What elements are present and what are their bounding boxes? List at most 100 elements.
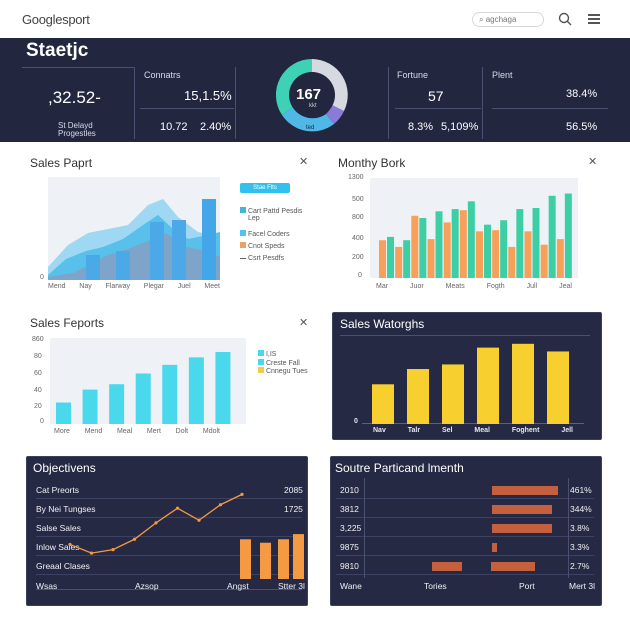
- divider: [36, 574, 302, 575]
- soutre-card: [330, 456, 602, 606]
- legend-item-sub: Lep: [248, 215, 260, 222]
- bar: [109, 384, 125, 424]
- x-tick: Flarway: [105, 283, 131, 290]
- bar: [524, 231, 532, 278]
- bar: [372, 384, 394, 424]
- x-tick: Talr: [407, 427, 421, 434]
- close-icon[interactable]: ✕: [588, 156, 598, 168]
- bar: [443, 222, 451, 278]
- soutre-row-label: 3812: [340, 504, 359, 514]
- soutre-row-pct: 3.8%: [570, 523, 590, 533]
- bar: [467, 201, 475, 278]
- objectives-chart: [68, 492, 304, 579]
- objectives-card: [26, 456, 308, 606]
- soutre-row-label: 3,225: [340, 523, 362, 533]
- bar: [512, 343, 534, 424]
- x-tick: Mert: [146, 428, 161, 435]
- x-tick: Dolt: [175, 428, 189, 435]
- donut-segment-grey: [312, 59, 348, 111]
- main-stat-label-1: St Delayd: [58, 121, 93, 130]
- donut-segment-purple: [326, 105, 344, 124]
- x-tick: Meal: [116, 428, 133, 435]
- divider: [36, 555, 302, 556]
- soutre-row-label: 2010: [340, 485, 359, 495]
- bar: [435, 211, 443, 278]
- y-tick: 800: [352, 214, 364, 221]
- search-small-icon: ⌕: [479, 15, 486, 24]
- divider: [388, 67, 389, 139]
- soutre-row-pct: 2.7%: [570, 561, 590, 571]
- legend-item: Cart Pattd Pesdis: [240, 207, 302, 215]
- bar: [215, 351, 231, 424]
- divider: [36, 517, 302, 518]
- y-tick: 60: [34, 370, 42, 377]
- bar: [411, 215, 419, 278]
- soutre-title: Soutre Particand lmenth: [335, 461, 464, 475]
- search-icon[interactable]: [558, 12, 572, 26]
- sales-feports-title: Sales Feports: [30, 316, 105, 330]
- x-tick: Meal: [474, 427, 490, 434]
- bar: [556, 239, 564, 278]
- y-tick: 860: [32, 336, 44, 343]
- close-icon[interactable]: ✕: [299, 317, 309, 329]
- x-tick: Nav: [373, 427, 386, 434]
- hamburger-menu-icon[interactable]: [588, 14, 600, 24]
- plent-b: 56.5%: [566, 121, 598, 133]
- x-tick: Meats: [445, 283, 465, 290]
- divider: [140, 108, 234, 109]
- y-tick-zero: 0: [40, 274, 44, 281]
- bar: [476, 231, 483, 278]
- divider: [22, 67, 134, 68]
- soutre-bar: [492, 543, 497, 552]
- soutre-row-pct: 344%: [570, 504, 592, 514]
- divider: [336, 574, 594, 575]
- x-tick: Juor: [410, 283, 424, 290]
- bar: [379, 240, 386, 278]
- x-tick: Port: [519, 581, 535, 591]
- sales-report-chart: [48, 199, 220, 280]
- fortune-b: 5,109%: [441, 121, 479, 133]
- objective-row-label: Greaal Clases: [36, 561, 90, 571]
- soutre-bar: [492, 505, 552, 514]
- bar: [540, 244, 548, 278]
- plent-label: Plent: [492, 70, 513, 80]
- monthly-bork-x-labels: Mar Juor Meats Fogth Jull Jeal: [376, 283, 572, 290]
- x-tick: Mend: [48, 283, 66, 290]
- app-logo[interactable]: Googlesport: [22, 12, 90, 27]
- bar: [202, 199, 216, 280]
- main-stat-label-2: Progestles: [58, 129, 96, 138]
- sales-watorghs-chart: [362, 343, 584, 424]
- objective-row-value: 1725: [284, 504, 303, 514]
- sales-feports-x-labels: More Mend Meal Mert Dolt Mdolt: [54, 428, 220, 435]
- legend-item: Creste Fall: [258, 359, 300, 367]
- bar: [116, 251, 130, 280]
- divider: [336, 555, 594, 556]
- divider: [340, 335, 590, 336]
- monthly-bork-title: Monthy Bork: [338, 156, 406, 170]
- bar: [135, 373, 151, 424]
- connats-a: 10.72: [160, 121, 188, 133]
- search-input[interactable]: ⌕ agchaga: [472, 12, 544, 27]
- legend-item: Cnnegu Tues: [258, 367, 308, 375]
- fortune-label: Fortune: [397, 70, 429, 80]
- divider: [568, 478, 569, 578]
- legend-filter-button[interactable]: Stae Flts: [240, 183, 290, 193]
- bar: [548, 195, 556, 278]
- bar: [260, 542, 271, 579]
- y-tick: 1300: [348, 174, 364, 181]
- bar: [427, 239, 435, 278]
- objectives-title: Objectivens: [33, 461, 96, 475]
- fortune-a: 8.3%: [408, 121, 434, 133]
- close-icon[interactable]: ✕: [299, 156, 309, 168]
- x-tick: Nay: [79, 283, 92, 290]
- y-tick: 200: [352, 254, 364, 261]
- x-tick: Angst: [227, 581, 249, 591]
- divider: [336, 536, 594, 537]
- sales-watorghs-title: Sales Watorghs: [340, 317, 425, 331]
- x-tick: More: [54, 428, 70, 435]
- soutre-bar: [491, 562, 535, 571]
- line-point: [218, 503, 223, 507]
- divider: [36, 536, 302, 537]
- soutre-row-pct: 3.3%: [570, 542, 590, 552]
- soutre-row-label: 9875: [340, 542, 359, 552]
